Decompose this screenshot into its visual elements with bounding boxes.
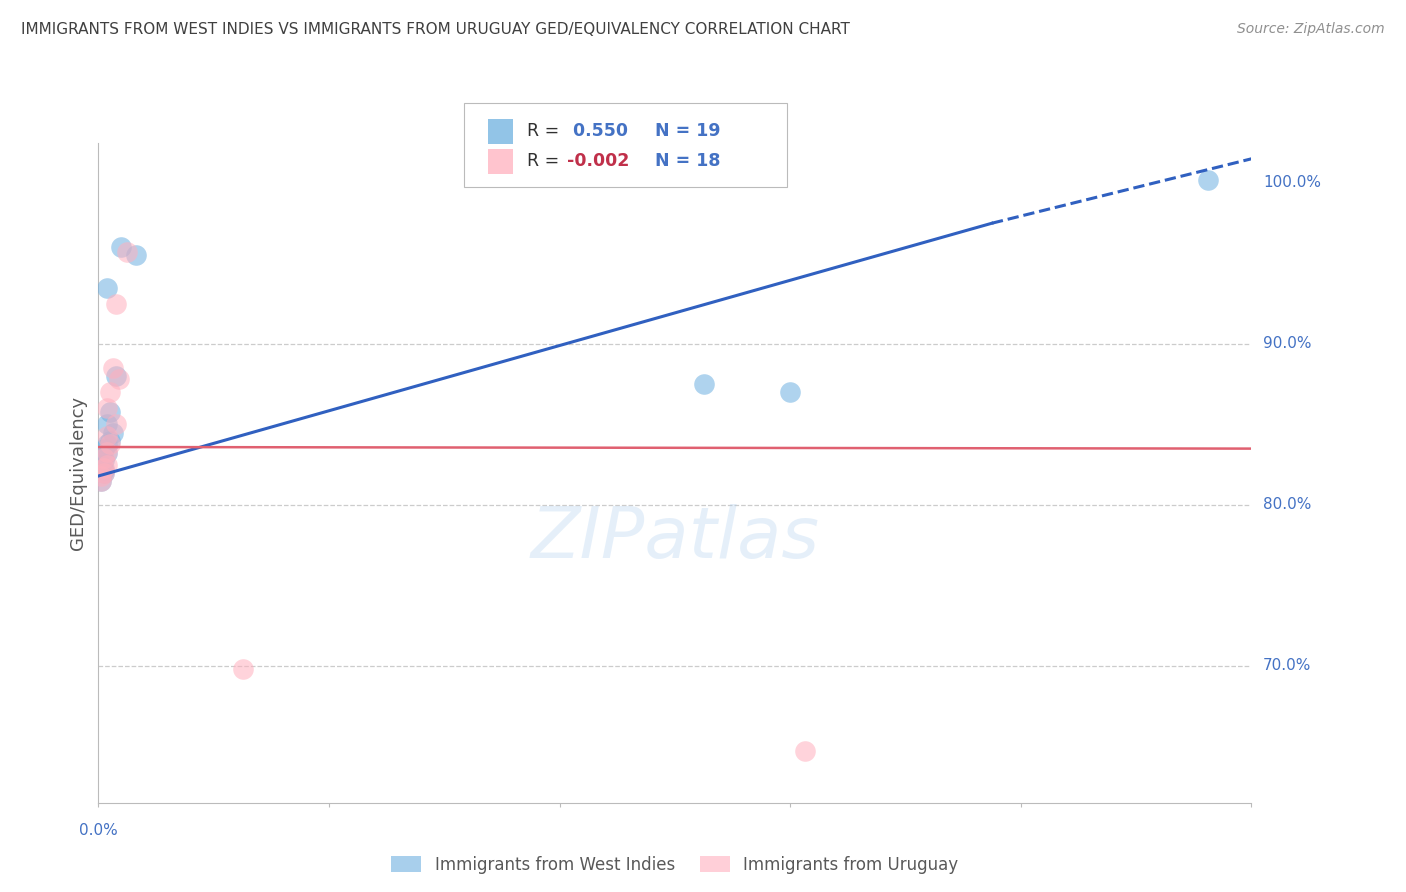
Point — [90, 474, 112, 488]
Point — [96, 401, 118, 416]
Text: 80.0%: 80.0% — [1263, 498, 1312, 513]
Text: Source: ZipAtlas.com: Source: ZipAtlas.com — [1237, 22, 1385, 37]
Point — [793, 744, 815, 758]
Text: 0.550: 0.550 — [567, 122, 627, 140]
Point — [93, 453, 115, 467]
Point — [98, 385, 121, 400]
Point — [117, 245, 138, 260]
Text: 70.0%: 70.0% — [1263, 658, 1312, 673]
Y-axis label: GED/Equivalency: GED/Equivalency — [69, 396, 87, 549]
Point — [104, 417, 127, 432]
Point — [104, 369, 127, 384]
Point — [93, 442, 115, 456]
Text: -0.002: -0.002 — [567, 153, 628, 170]
Text: N = 18: N = 18 — [643, 153, 720, 170]
Point — [93, 466, 115, 480]
Point — [96, 458, 118, 472]
Point — [96, 446, 118, 460]
Point — [104, 296, 127, 310]
Point — [98, 434, 121, 448]
Text: 0.0%: 0.0% — [79, 822, 118, 838]
Text: IMMIGRANTS FROM WEST INDIES VS IMMIGRANTS FROM URUGUAY GED/EQUIVALENCY CORRELATI: IMMIGRANTS FROM WEST INDIES VS IMMIGRANT… — [21, 22, 851, 37]
Point — [231, 662, 254, 676]
Text: R =: R = — [527, 122, 565, 140]
Point — [96, 417, 118, 432]
Point — [98, 437, 121, 451]
Point — [96, 428, 118, 442]
Point — [93, 451, 115, 466]
Point — [98, 404, 121, 418]
Point — [93, 462, 115, 476]
Point — [96, 445, 118, 459]
Point — [101, 361, 124, 376]
Point — [693, 377, 716, 392]
Legend: Immigrants from West Indies, Immigrants from Uruguay: Immigrants from West Indies, Immigrants … — [385, 849, 965, 880]
Point — [125, 248, 148, 262]
Point — [93, 461, 115, 475]
Point — [107, 372, 129, 386]
Point — [90, 458, 112, 472]
Point — [96, 437, 118, 451]
Text: R =: R = — [527, 153, 565, 170]
Point — [90, 469, 112, 483]
Text: N = 19: N = 19 — [643, 122, 720, 140]
Point — [90, 474, 112, 488]
Point — [101, 425, 124, 440]
Text: 90.0%: 90.0% — [1263, 336, 1312, 351]
Point — [93, 466, 115, 480]
Point — [779, 385, 801, 400]
Point — [110, 240, 132, 254]
Point — [1197, 173, 1219, 187]
Text: 100.0%: 100.0% — [1263, 176, 1320, 191]
Point — [96, 280, 118, 294]
Text: ZIPatlas: ZIPatlas — [530, 504, 820, 574]
